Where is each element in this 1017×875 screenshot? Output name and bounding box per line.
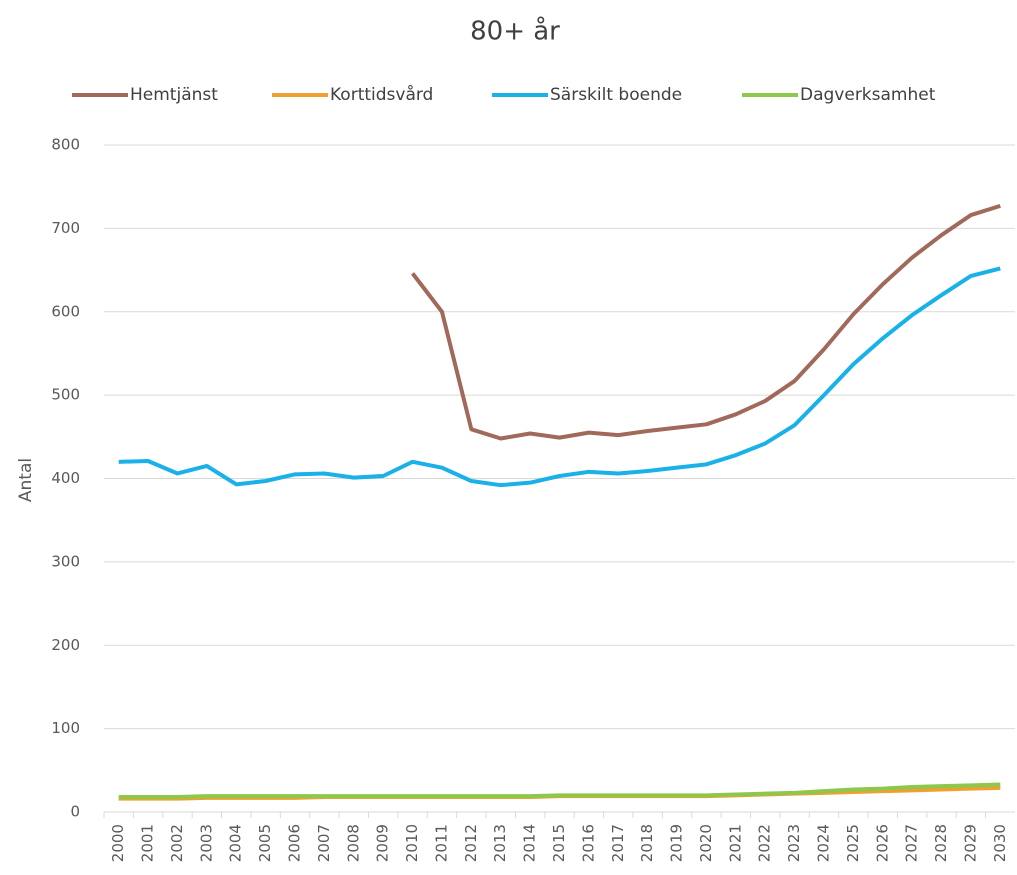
x-tick-label: 2020 xyxy=(697,824,715,862)
x-tick-label: 2017 xyxy=(609,824,627,862)
x-tick-label: 2018 xyxy=(638,824,656,862)
x-tick-label: 2014 xyxy=(521,824,539,862)
y-axis-label: Antal xyxy=(16,458,36,502)
x-tick-label: 2007 xyxy=(315,824,333,862)
x-tick-label: 2022 xyxy=(756,824,774,862)
x-tick-label: 2030 xyxy=(991,824,1009,862)
legend-label: Hemtjänst xyxy=(130,85,218,105)
series-line xyxy=(410,203,1001,441)
x-tick-label: 2023 xyxy=(785,824,803,862)
x-tick-label: 2003 xyxy=(197,824,215,862)
x-tick-label: 2008 xyxy=(344,824,362,862)
y-tick-label: 500 xyxy=(51,386,80,404)
y-tick-label: 100 xyxy=(51,719,80,737)
x-tick-label: 2013 xyxy=(491,824,509,862)
y-tick-label: 800 xyxy=(51,136,80,154)
x-tick-label: 2000 xyxy=(109,824,127,862)
x-tick-label: 2002 xyxy=(168,824,186,862)
chart-title: 80+ år xyxy=(470,16,560,47)
x-tick-label: 2029 xyxy=(961,824,979,862)
legend-label: Korttidsvård xyxy=(330,84,433,105)
x-tick-label: 2009 xyxy=(374,824,392,862)
legend-label: Dagverksamhet xyxy=(800,85,936,105)
x-tick-label: 2019 xyxy=(668,824,686,862)
x-tick-label: 2016 xyxy=(579,824,597,862)
y-tick-label: 600 xyxy=(51,302,80,320)
x-tick-label: 2026 xyxy=(873,824,891,862)
x-tick-label: 2005 xyxy=(256,824,274,862)
y-tick-label: 400 xyxy=(51,469,80,487)
x-tick-label: 2024 xyxy=(814,824,832,862)
x-tick-label: 2011 xyxy=(432,824,450,862)
y-tick-label: 200 xyxy=(51,636,80,654)
x-tick-label: 2012 xyxy=(462,824,480,862)
x-tick-label: 2006 xyxy=(286,824,304,862)
x-tick-label: 2021 xyxy=(726,824,744,862)
series-line xyxy=(118,266,1001,488)
y-tick-label: 0 xyxy=(70,803,80,821)
x-tick-label: 2028 xyxy=(932,824,950,862)
legend-label: Särskilt boende xyxy=(550,85,682,105)
x-tick-label: 2027 xyxy=(903,824,921,862)
y-tick-label: 300 xyxy=(51,552,80,570)
series-line xyxy=(118,782,1001,799)
x-tick-label: 2001 xyxy=(139,824,157,862)
y-tick-label: 700 xyxy=(51,219,80,237)
x-tick-label: 2004 xyxy=(227,824,245,862)
x-tick-label: 2015 xyxy=(550,824,568,862)
x-tick-label: 2025 xyxy=(844,824,862,862)
x-tick-label: 2010 xyxy=(403,824,421,862)
